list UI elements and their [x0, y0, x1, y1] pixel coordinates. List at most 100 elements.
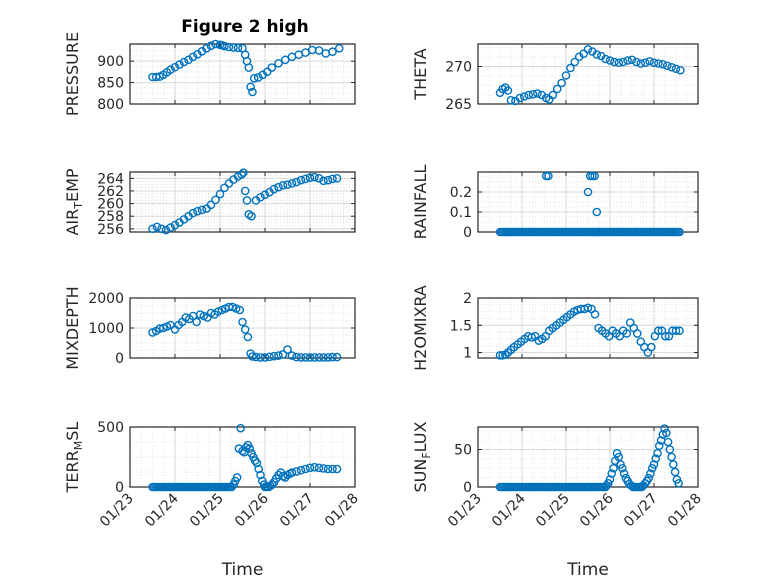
data-point: [247, 211, 256, 221]
data-point: [238, 317, 247, 327]
data-point: [618, 57, 628, 67]
data-point: [265, 352, 274, 362]
axes-box: [477, 297, 699, 359]
data-point: [503, 86, 513, 95]
y-axis-label: TERRMSL: [63, 422, 85, 494]
x-tick-label: 01/28: [322, 491, 362, 531]
data-point: [278, 180, 288, 190]
x-tick-label: 01/24: [142, 490, 182, 530]
data-point: [561, 71, 571, 80]
y-tick-label: 800: [97, 97, 124, 113]
data-point: [188, 208, 198, 218]
x-tick-label: 01/25: [187, 491, 227, 531]
data-point: [675, 326, 684, 336]
data-point: [601, 54, 610, 64]
y-tick-label: 264: [97, 171, 124, 187]
axes-h2omixra: 1 1.5 2 H2OMIXRA: [411, 285, 699, 371]
y-axis-label: RAINFALL: [411, 165, 430, 240]
data-point: [645, 56, 654, 66]
data-point: [610, 57, 619, 67]
data-point: [236, 423, 245, 433]
data-point: [310, 353, 319, 362]
data-point: [592, 207, 602, 217]
y-tick-label: 0: [115, 351, 124, 367]
data-point: [292, 467, 301, 476]
data-point: [301, 174, 310, 184]
data-point: [235, 305, 245, 315]
data-point: [267, 480, 277, 489]
y-tick-label: 500: [97, 420, 124, 436]
axes-box: [477, 43, 699, 105]
data-point: [220, 183, 229, 193]
data-point: [170, 220, 180, 230]
axes-box: [129, 171, 356, 233]
y-tick-label: 1000: [88, 321, 124, 337]
data-point: [188, 52, 198, 62]
data-point: [552, 84, 562, 94]
data-point: [649, 58, 659, 68]
data-point: [283, 180, 292, 189]
data-point: [323, 353, 333, 362]
data-point: [305, 353, 315, 362]
x-axis-label: Time: [566, 560, 609, 580]
data-point: [528, 89, 538, 99]
y-tick-label: 2: [463, 291, 472, 307]
x-tick-label: 01/25: [533, 491, 573, 531]
y-tick-label: 258: [97, 209, 124, 225]
data-point: [305, 463, 315, 473]
data-point: [654, 59, 663, 68]
data-point: [240, 186, 250, 196]
data-point: [658, 59, 668, 69]
data-point: [640, 58, 650, 68]
data-point: [224, 42, 234, 52]
data-point: [607, 469, 617, 478]
data-point: [227, 482, 236, 492]
data-point: [269, 351, 279, 361]
x-tick-label: 01/26: [232, 490, 272, 530]
y-axis-label: H2OMIXRA: [411, 285, 430, 371]
data-point: [500, 350, 510, 360]
figure-title: Figure 2 high: [181, 17, 309, 37]
data-point: [651, 454, 661, 463]
x-tick-label: 01/28: [665, 491, 705, 531]
data-point: [233, 43, 243, 53]
axes-terr-msl: 0 500 01/23 01/24 01/25 01/26 01/27 01/28 TERRMS…: [63, 420, 362, 580]
data-point: [323, 464, 333, 474]
data-point: [220, 41, 229, 51]
data-point: [239, 168, 248, 177]
data-point: [166, 65, 175, 75]
x-tick-label: 01/23: [97, 491, 137, 531]
data-point: [249, 73, 259, 83]
data-point: [323, 175, 333, 185]
data-point: [661, 331, 670, 341]
data-point: [328, 464, 337, 474]
y-tick-label: 260: [97, 197, 124, 213]
data-point: [583, 44, 593, 54]
data-point: [519, 92, 529, 101]
y-axis-label: AIRTEMP: [63, 168, 85, 235]
data-point: [605, 475, 615, 484]
data-point: [332, 352, 342, 362]
data-point: [623, 56, 632, 65]
y-tick-label: 265: [445, 97, 472, 113]
data-point: [646, 469, 655, 478]
data-point: [674, 478, 683, 488]
data-point: [193, 206, 202, 216]
data-point: [192, 317, 201, 327]
data-point: [662, 428, 671, 438]
data-point: [292, 177, 301, 187]
data-point: [566, 63, 575, 73]
data-point: [242, 196, 252, 205]
data-point: [654, 326, 663, 336]
data-point: [166, 320, 175, 330]
data-point: [310, 172, 319, 182]
data-point: [170, 62, 180, 72]
data-point: [319, 464, 328, 473]
data-point: [248, 87, 257, 97]
y-tick-label: 0.1: [450, 205, 472, 221]
data-point: [622, 329, 632, 338]
data-point: [675, 227, 684, 237]
data-point: [246, 82, 255, 92]
data-point: [590, 310, 600, 319]
